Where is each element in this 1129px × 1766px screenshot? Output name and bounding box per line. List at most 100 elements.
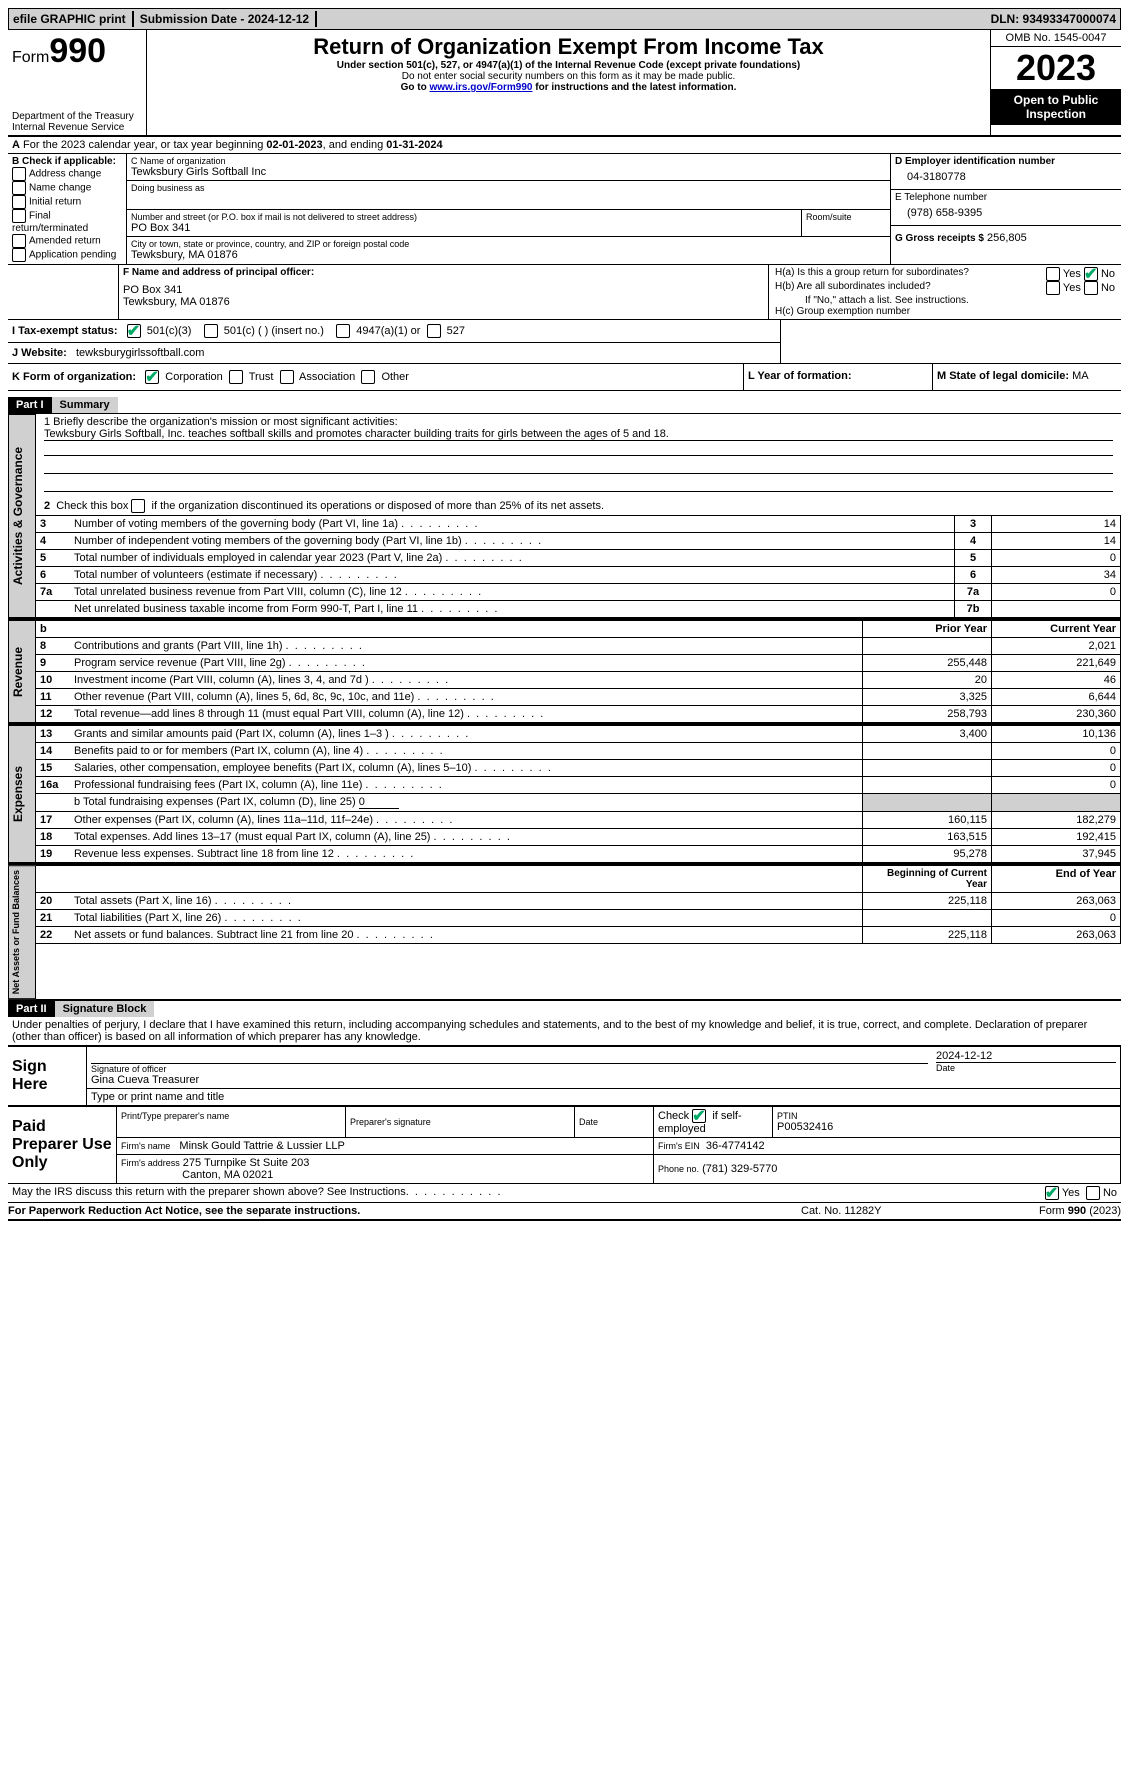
open-inspection: Open to Public Inspection (991, 89, 1121, 125)
vlabel-revenue: Revenue (8, 620, 36, 723)
efile-label: efile GRAPHIC print (13, 12, 126, 26)
discuss-yes[interactable] (1045, 1186, 1059, 1200)
ptin: P00532416 (777, 1121, 1116, 1133)
street: PO Box 341 (131, 222, 797, 234)
hb-label: H(b) Are all subordinates included? (775, 281, 1046, 295)
opt-initial-return: Initial return (29, 197, 81, 208)
check-app-pending[interactable] (12, 248, 26, 262)
check-corp[interactable] (145, 370, 159, 384)
check-501c3[interactable] (127, 324, 141, 338)
check-self-label: Check (658, 1110, 689, 1122)
domicile-value: MA (1072, 370, 1089, 382)
form-subtitle: Under section 501(c), 527, or 4947(a)(1)… (151, 60, 986, 71)
opt-name-change: Name change (29, 183, 91, 194)
goto-post: for instructions and the latest informat… (532, 82, 736, 93)
yearform-label: L Year of formation: (748, 370, 852, 382)
mission-label: 1 Briefly describe the organization's mi… (44, 416, 1113, 428)
hb-yes-label: Yes (1063, 282, 1081, 294)
domicile-label: M State of legal domicile: (937, 370, 1069, 382)
opt-address-change: Address change (29, 169, 101, 180)
form-title: Return of Organization Exempt From Incom… (151, 34, 986, 60)
check-trust[interactable] (229, 370, 243, 384)
part2-title: Signature Block (55, 1001, 155, 1017)
check-amended[interactable] (12, 234, 26, 248)
ha-no-label: No (1101, 268, 1115, 280)
ha-yes-label: Yes (1063, 268, 1081, 280)
website-label: J Website: (12, 347, 67, 359)
ha-label: H(a) Is this a group return for subordin… (775, 267, 1046, 281)
dba-label: Doing business as (131, 183, 886, 193)
topbar: efile GRAPHIC print Submission Date - 20… (8, 8, 1121, 30)
firm-addr2: Canton, MA 02021 (182, 1169, 273, 1181)
box-d-label: D Employer identification number (895, 156, 1117, 167)
sig-officer-label: Signature of officer (91, 1064, 928, 1074)
discuss-yes-label: Yes (1062, 1187, 1080, 1199)
check-assoc[interactable] (280, 370, 294, 384)
ty-end: 01-31-2024 (386, 139, 442, 151)
check-discontinued[interactable] (131, 499, 145, 513)
paid-preparer-section: Paid Preparer Use Only Print/Type prepar… (8, 1106, 1121, 1184)
street-label: Number and street (or P.O. box if mail i… (131, 212, 797, 222)
irs-label: Internal Revenue Service (12, 122, 142, 133)
telephone: (978) 658-9395 (895, 203, 1117, 223)
room-label: Room/suite (806, 212, 886, 222)
check-name-change[interactable] (12, 181, 26, 195)
check-initial-return[interactable] (12, 195, 26, 209)
box-c-label: C Name of organization (131, 156, 886, 166)
hb-yes[interactable] (1046, 281, 1060, 295)
check-self-employed[interactable] (692, 1109, 706, 1123)
officer-addr1: PO Box 341 (123, 284, 764, 296)
check-other[interactable] (361, 370, 375, 384)
expenses-table: 13Grants and similar amounts paid (Part … (36, 725, 1121, 863)
check-501c[interactable] (204, 324, 218, 338)
tax-exempt-label: I Tax-exempt status: (12, 325, 118, 337)
label-other: Other (381, 371, 409, 383)
opt-app-pending: Application pending (29, 250, 116, 261)
box-f-label: F Name and address of principal officer: (123, 267, 764, 278)
org-name: Tewksbury Girls Softball Inc (131, 166, 886, 178)
vlabel-governance: Activities & Governance (8, 414, 36, 618)
ha-no[interactable] (1084, 267, 1098, 281)
label-501c: 501(c) ( ) (insert no.) (224, 325, 324, 337)
hb-no-label: No (1101, 282, 1115, 294)
check-final-return[interactable] (12, 209, 26, 223)
discuss-no-label: No (1103, 1187, 1117, 1199)
firm-addr1: 275 Turnpike St Suite 203 (183, 1157, 310, 1169)
city-label: City or town, state or province, country… (131, 239, 886, 249)
pra-notice: For Paperwork Reduction Act Notice, see … (8, 1205, 801, 1217)
form-number: 990 (49, 32, 106, 70)
form990-link[interactable]: www.irs.gov/Form990 (429, 82, 532, 93)
dept-treasury: Department of the Treasury (12, 111, 142, 122)
submission-date: Submission Date - 2024-12-12 (140, 12, 309, 26)
box-g-label: G Gross receipts $ (895, 233, 984, 244)
check-527[interactable] (427, 324, 441, 338)
officer-name: Gina Cueva Treasurer (91, 1074, 928, 1086)
firm-name: Minsk Gould Tattrie & Lussier LLP (179, 1140, 344, 1152)
check-4947[interactable] (336, 324, 350, 338)
goto-pre: Go to (401, 82, 430, 93)
netassets-table: Beginning of Current YearEnd of Year20To… (36, 865, 1121, 944)
form-word: Form (12, 49, 49, 66)
label-corp: Corporation (165, 371, 222, 383)
governance-table: 3Number of voting members of the governi… (36, 515, 1121, 618)
check-address-change[interactable] (12, 167, 26, 181)
line-a: A For the 2023 calendar year, or tax yea… (8, 137, 1121, 154)
firm-phone: (781) 329-5770 (702, 1163, 777, 1175)
vlabel-netassets: Net Assets or Fund Balances (8, 865, 36, 999)
prep-date-label: Date (579, 1117, 649, 1127)
paid-preparer-label: Paid Preparer Use Only (8, 1107, 117, 1184)
officer-addr2: Tewksbury, MA 01876 (123, 296, 764, 308)
sign-here-label: Sign Here (8, 1047, 87, 1106)
label-501c3: 501(c)(3) (147, 325, 192, 337)
label-trust: Trust (249, 371, 274, 383)
hb-no[interactable] (1084, 281, 1098, 295)
discuss-row: May the IRS discuss this return with the… (8, 1184, 1121, 1203)
discuss-no[interactable] (1086, 1186, 1100, 1200)
line-a-pre: For the 2023 calendar year, or tax year … (23, 139, 266, 151)
ha-yes[interactable] (1046, 267, 1060, 281)
part1-bar: Part I (8, 397, 52, 413)
box-e-label: E Telephone number (895, 192, 1117, 203)
part1-title: Summary (52, 397, 118, 413)
ty-begin: 02-01-2023 (266, 139, 322, 151)
line-a-mid: , and ending (323, 139, 387, 151)
